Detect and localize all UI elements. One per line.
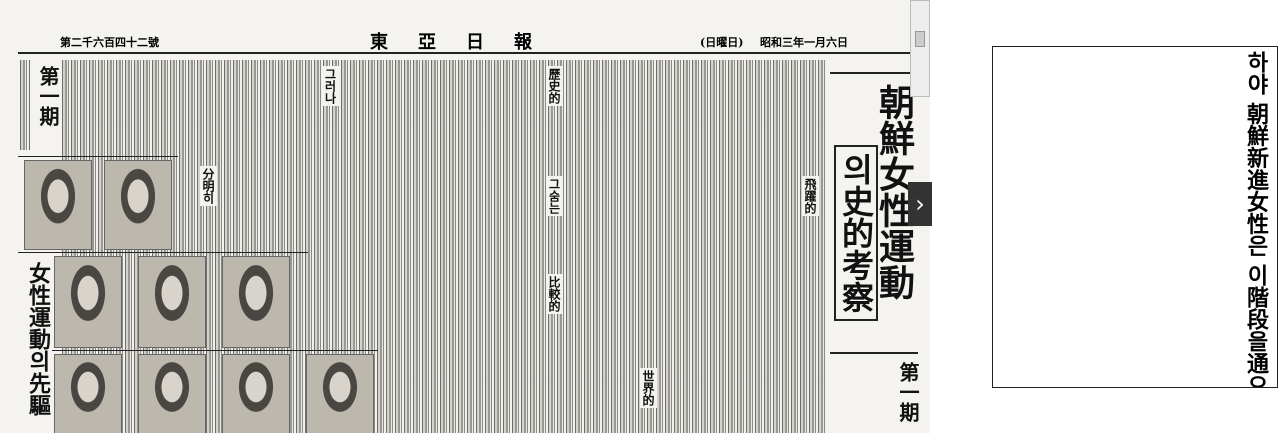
rule: [18, 350, 378, 351]
newspaper-page: 第二千六百四十二號 東亞日報 (日曜日) 昭和三年一月六日 第一期 女性運動의先…: [0, 0, 930, 433]
subhead: 世界的: [640, 368, 657, 408]
subhead: 歷史的: [546, 66, 563, 106]
subtitle: 의史的考察: [834, 145, 878, 321]
masthead: 東亞日報: [370, 32, 562, 53]
portrait: [54, 256, 122, 348]
section-title: 第一期: [896, 362, 920, 422]
subhead: 그러나: [322, 66, 339, 106]
subhead: 分明히: [200, 166, 217, 206]
portrait: [104, 160, 172, 250]
subhead: 飛躍的: [802, 176, 819, 216]
rule: [18, 156, 178, 157]
left-heading: 女性運動의先驅: [25, 262, 51, 416]
portrait: [222, 256, 290, 348]
portrait: [24, 160, 92, 250]
text-column: 하야 朝鮮新進女性은 이階段을通: [1243, 51, 1269, 375]
header-rule: [18, 52, 918, 54]
date: 昭和三年一月六日: [760, 36, 848, 49]
text-column: 으로進出하게되엇다 三一運動: [1239, 374, 1273, 387]
subhead: 比較的: [546, 274, 563, 314]
portrait: [138, 256, 206, 348]
rule: [830, 72, 918, 74]
portrait: [222, 354, 290, 433]
zoom-slider[interactable]: [910, 0, 930, 97]
portrait: [306, 354, 374, 433]
portrait: [54, 354, 122, 433]
rule: [18, 252, 308, 253]
issue: 第二千六百四十二號: [60, 36, 159, 49]
portrait: [138, 354, 206, 433]
weekday: (日曜日): [700, 36, 744, 49]
next-button[interactable]: ›: [908, 182, 932, 226]
text-columns: [20, 60, 30, 150]
subhead: 그숨는: [546, 176, 563, 216]
section-title: 第一期: [36, 66, 60, 126]
zoom-text: 하야 朝鮮新進女性은 이階段을通으로進出하게되엇다 三一運動全體가 朝鮮人民全部…: [1239, 51, 1273, 387]
rule: [830, 352, 918, 354]
zoom-panel: 하야 朝鮮新進女性은 이階段을通으로進出하게되엇다 三一運動全體가 朝鮮人民全部…: [992, 46, 1278, 388]
